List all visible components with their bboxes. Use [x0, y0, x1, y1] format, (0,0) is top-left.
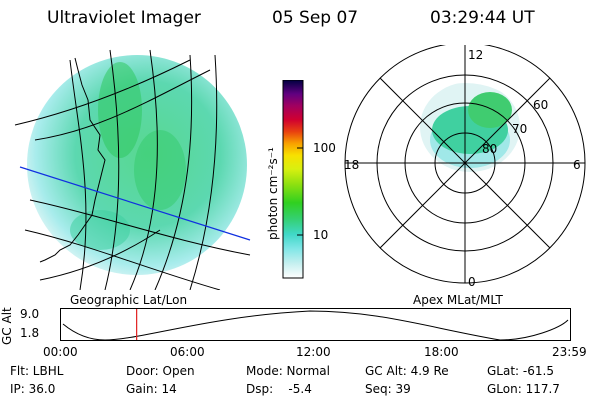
info-glat: GLat: -61.5: [487, 364, 554, 378]
coastline: [39, 57, 106, 263]
satellite-ground-track: [19, 166, 251, 241]
mlt-label-18: 18: [344, 158, 359, 172]
info-dsp: Dsp: -5.4: [246, 382, 312, 396]
colorbar-tick-10: 10: [313, 228, 329, 242]
colorbar-unit-label: photon cm⁻²s⁻¹: [266, 147, 280, 240]
altitude-tick-max: 9.0: [20, 307, 40, 321]
observation-date: 05 Sep 07: [272, 8, 359, 28]
info-glon: GLon: 117.7: [487, 382, 560, 396]
altitude-axis-label: GC Alt: [0, 307, 14, 345]
geographic-map-image: [14, 49, 251, 290]
mlt-label-6: 6: [573, 158, 581, 172]
time-tick-2359: 23:59: [552, 345, 587, 359]
colorbar: [282, 80, 304, 279]
geographic-panel-label: Geographic Lat/Lon: [70, 293, 188, 307]
info-gc-alt: GC Alt: 4.9 Re: [365, 364, 449, 378]
altitude-curve: [62, 310, 569, 341]
mlt-label-0: 0: [468, 275, 476, 289]
time-tick-1800: 18:00: [424, 345, 459, 359]
info-seq: Seq: 39: [365, 382, 411, 396]
info-filter: Flt: LBHL: [10, 364, 64, 378]
time-tick-0600: 06:00: [170, 345, 205, 359]
altitude-plot: [60, 308, 571, 341]
geographic-graticule: [14, 49, 251, 290]
mlat-label-70: 70: [512, 122, 527, 136]
info-gain: Gain: 14: [126, 382, 177, 396]
mlat-label-80: 80: [482, 142, 497, 156]
polar-grid: [344, 45, 586, 284]
polar-panel-label: Apex MLat/MLT: [413, 293, 503, 307]
time-tick-1200: 12:00: [296, 345, 331, 359]
mlat-label-60: 60: [533, 98, 548, 112]
info-ip: IP: 36.0: [10, 382, 56, 396]
altitude-tick-min: 1.8: [20, 326, 40, 340]
instrument-title: Ultraviolet Imager: [47, 8, 201, 28]
colorbar-tick-100: 100: [313, 141, 336, 155]
observation-time: 03:29:44 UT: [430, 8, 535, 28]
info-door: Door: Open: [126, 364, 195, 378]
mlt-label-12: 12: [468, 48, 483, 62]
info-mode: Mode: Normal: [246, 364, 330, 378]
magnetic-polar-plot: 12 18 6 0 60 70 80: [344, 45, 586, 289]
time-tick-0000: 00:00: [43, 345, 78, 359]
polar-emission-region: [420, 83, 520, 172]
